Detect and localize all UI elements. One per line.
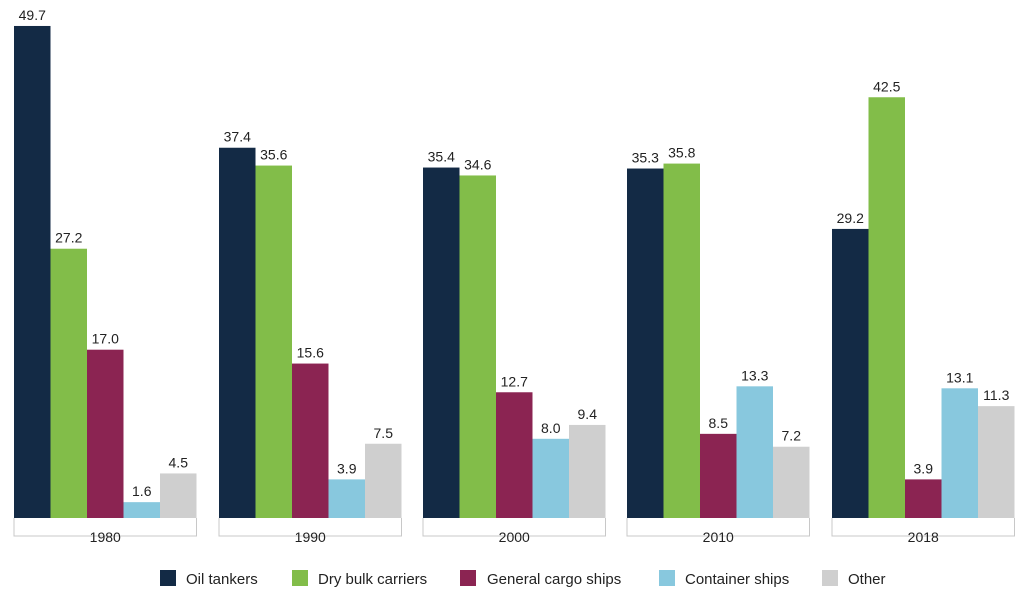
category-box (831, 518, 1015, 537)
legend-swatch (160, 570, 176, 586)
data-label: 4.5 (169, 454, 189, 470)
bar-container-ships-2018 (941, 388, 978, 518)
data-label: 8.0 (541, 420, 561, 436)
data-label: 42.5 (873, 78, 900, 94)
bar-general-cargo-ships-1980 (87, 349, 124, 518)
bar-container-ships-1980 (123, 502, 160, 518)
legend-label: General cargo ships (487, 571, 621, 588)
category-box (218, 518, 402, 537)
data-label: 8.5 (709, 415, 729, 431)
bar-other-2000 (569, 424, 606, 518)
data-label: 3.9 (914, 460, 934, 476)
bar-general-cargo-ships-2018 (905, 479, 942, 518)
data-label: 1.6 (132, 483, 152, 499)
data-label: 35.3 (632, 150, 659, 166)
legend-label: Container ships (685, 571, 789, 588)
category-box (422, 518, 606, 537)
bar-other-2018 (978, 406, 1015, 518)
legend-item-oil-tankers: Oil tankers (160, 570, 258, 588)
legend-swatch (822, 570, 838, 586)
x-tick-label: 2010 (703, 529, 734, 545)
data-label: 17.0 (92, 331, 119, 347)
data-label: 29.2 (837, 210, 864, 226)
data-label: 27.2 (55, 230, 82, 246)
legend-swatch (460, 570, 476, 586)
category-box (626, 518, 810, 537)
data-label: 7.2 (782, 428, 802, 444)
bar-oil-tankers-2010 (627, 168, 664, 518)
legend-item-dry-bulk-carriers: Dry bulk carriers (292, 570, 427, 588)
data-label: 3.9 (337, 460, 357, 476)
bar-container-ships-1990 (328, 479, 365, 518)
legend-item-general-cargo-ships: General cargo ships (460, 570, 621, 588)
data-label: 11.3 (983, 387, 1009, 403)
legend-swatch (292, 570, 308, 586)
legend-swatch (659, 570, 675, 586)
legend-label: Dry bulk carriers (318, 571, 427, 588)
category-group-1990: 37.4 35.6 15.6 3.9 7.5 1990 (218, 129, 402, 545)
data-label: 7.5 (374, 425, 394, 441)
bar-container-ships-2010 (736, 386, 773, 518)
category-group-2018: 29.2 42.5 3.9 13.1 11.3 2018 (831, 78, 1015, 545)
data-label: 35.6 (260, 147, 287, 163)
legend-item-other: Other (822, 570, 886, 588)
data-label: 13.3 (741, 367, 768, 383)
data-label: 37.4 (224, 129, 251, 145)
category-groups: 49.7 27.2 17.0 1.6 4.5 1980 37.4 35.6 15.6 3.9 7.5… (13, 7, 1015, 545)
data-label: 34.6 (464, 156, 491, 172)
bar-general-cargo-ships-2000 (496, 392, 533, 518)
bar-oil-tankers-2000 (423, 167, 460, 519)
legend-item-container-ships: Container ships (659, 570, 789, 588)
legend-label: Other (848, 571, 886, 588)
bar-dry-bulk-carriers-2000 (459, 175, 496, 518)
bar-oil-tankers-1980 (14, 25, 51, 518)
bar-dry-bulk-carriers-1980 (50, 248, 87, 518)
data-label: 49.7 (19, 7, 46, 23)
x-tick-label: 2018 (908, 529, 939, 545)
data-label: 9.4 (578, 406, 598, 422)
category-group-2000: 35.4 34.6 12.7 8.0 9.4 2000 (422, 149, 606, 545)
category-group-1980: 49.7 27.2 17.0 1.6 4.5 1980 (13, 7, 197, 545)
bar-other-1980 (160, 473, 197, 518)
bar-dry-bulk-carriers-2010 (663, 163, 700, 518)
category-box (13, 518, 197, 537)
data-label: 13.1 (946, 369, 973, 385)
bar-dry-bulk-carriers-2018 (868, 97, 905, 518)
x-tick-label: 1990 (295, 529, 326, 545)
category-group-2010: 35.3 35.8 8.5 13.3 7.2 2010 (626, 145, 810, 545)
bar-general-cargo-ships-1990 (292, 363, 329, 518)
data-label: 12.7 (501, 373, 528, 389)
data-label: 15.6 (297, 345, 324, 361)
bar-oil-tankers-2018 (832, 228, 869, 519)
x-tick-label: 1980 (90, 529, 121, 545)
bar-container-ships-2000 (532, 438, 569, 518)
legend: Oil tankers Dry bulk carriers General carg… (160, 570, 886, 588)
bar-dry-bulk-carriers-1990 (255, 165, 292, 518)
bar-other-1990 (365, 443, 402, 518)
data-label: 35.4 (428, 149, 455, 165)
bar-other-2010 (773, 446, 810, 518)
bar-oil-tankers-1990 (219, 147, 256, 519)
bar-general-cargo-ships-2010 (700, 433, 737, 518)
data-label: 35.8 (668, 145, 695, 161)
legend-label: Oil tankers (186, 571, 258, 588)
x-tick-label: 2000 (499, 529, 530, 545)
